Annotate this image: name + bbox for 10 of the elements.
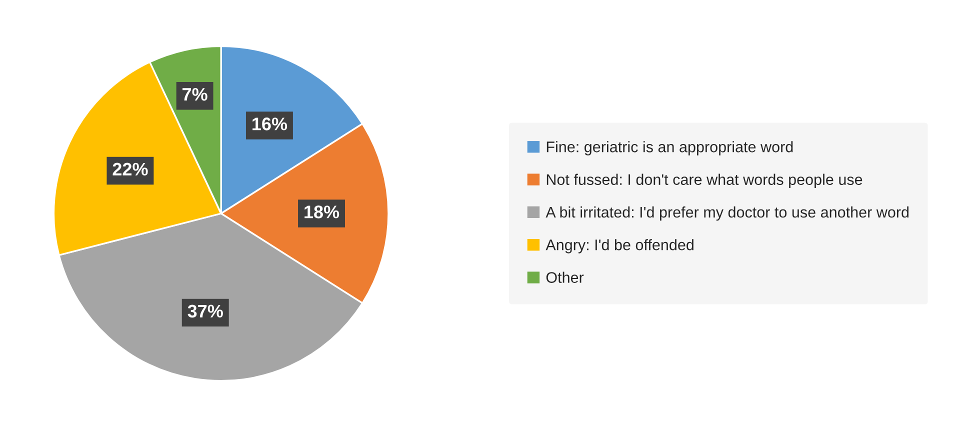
data-label: 37%: [188, 304, 223, 318]
legend-label: Other: [546, 272, 584, 283]
data-label: 22%: [112, 162, 148, 176]
data-label: 18%: [304, 206, 340, 218]
legend-label: Not fussed: I don't care what words people use: [546, 174, 862, 188]
data-label: 7%: [182, 88, 208, 101]
data-label: 16%: [252, 118, 288, 130]
legend-label: Angry: I'd be offended: [546, 239, 694, 254]
legend-label: A bit irritated: I'd prefer my doctor to use another word: [546, 206, 909, 221]
legend-label: Fine: geriatric is an appropriate word: [546, 141, 793, 156]
